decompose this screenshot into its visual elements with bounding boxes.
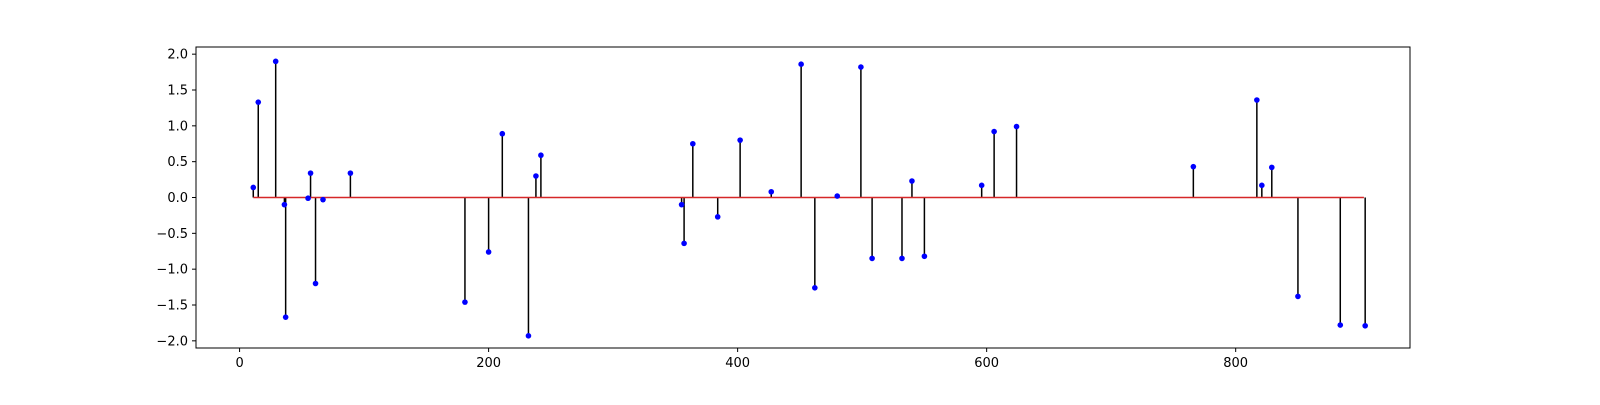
stem-marker (255, 99, 262, 105)
stems-layer (252, 61, 1366, 336)
stem-marker (681, 240, 687, 247)
stem-marker (1259, 182, 1265, 189)
stem-marker (899, 255, 905, 262)
y-tick-label: 0.0 (167, 191, 188, 206)
stem-marker (1337, 322, 1344, 328)
stem-marker (1254, 97, 1260, 103)
stem-marker (307, 170, 314, 176)
stem-marker (798, 61, 804, 67)
axes-layer: 0 200 400 600 800 2.0 1.5 1.0 0.5 0.0 −0.5 −1.0 −1.5… (156, 46, 1411, 371)
stem-marker (812, 285, 818, 291)
stem-marker (538, 152, 544, 159)
y-tick-label: −2.0 (156, 334, 188, 349)
stem-marker (485, 249, 492, 255)
stem-marker (347, 170, 354, 176)
x-tick-label: 0 (235, 356, 243, 371)
x-tick-label: 200 (476, 356, 501, 371)
stem-marker (1013, 123, 1020, 130)
stem-marker (869, 255, 875, 262)
y-tick-label: −1.5 (156, 299, 188, 314)
stem-marker (768, 188, 775, 195)
stem-marker (312, 280, 319, 287)
stem-marker (281, 201, 288, 208)
stem-marker (909, 178, 915, 184)
stem-marker (250, 184, 257, 191)
y-tick-label: −0.5 (156, 227, 188, 242)
stem-marker (320, 196, 326, 203)
stem-marker (1268, 164, 1275, 171)
stem-marker (1295, 293, 1301, 300)
stem-marker (1362, 322, 1368, 329)
markers-layer (250, 58, 1368, 339)
stem-marker (921, 253, 928, 260)
y-tick-label: 0.5 (167, 155, 188, 170)
stem-marker (533, 173, 539, 179)
stem-marker (678, 201, 685, 208)
stem-marker (525, 333, 532, 339)
x-tick-label: 600 (974, 356, 999, 371)
stem-marker (978, 182, 985, 189)
stem-marker (272, 58, 279, 65)
stem-marker (991, 128, 997, 135)
stem-marker (737, 137, 743, 143)
stem-marker (858, 64, 864, 70)
stem-marker (462, 299, 468, 305)
stem-marker (690, 140, 696, 147)
y-tick-label: 1.5 (167, 84, 188, 99)
y-tick-label: 2.0 (167, 48, 188, 63)
stem-marker (305, 195, 311, 202)
x-tick-label: 800 (1223, 356, 1248, 371)
y-tick-label: −1.0 (156, 263, 188, 278)
y-tick-label: 1.0 (167, 119, 188, 134)
stem-marker (834, 193, 841, 199)
stem-marker (499, 130, 506, 137)
stem-marker (714, 214, 721, 220)
stem-marker (282, 314, 289, 320)
stem-marker (1190, 163, 1197, 170)
x-tick-label: 400 (725, 356, 750, 371)
